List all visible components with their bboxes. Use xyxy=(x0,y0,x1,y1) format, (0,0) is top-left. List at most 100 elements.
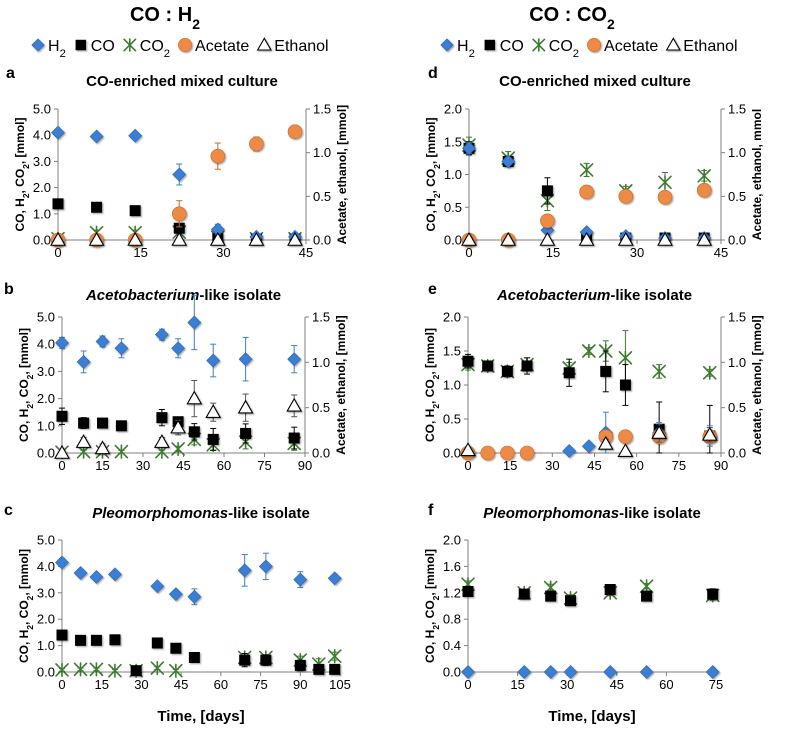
series-Ethanol xyxy=(54,379,303,459)
column-title-subscript: 2 xyxy=(607,16,615,32)
data-point-CO2 xyxy=(697,168,712,183)
legend-marker-circle xyxy=(178,38,192,52)
column-title-co-co2: CO : CO2 xyxy=(529,4,615,32)
y-axis-label-subscript: 2 xyxy=(25,374,35,379)
y-tick-label: 1.5 xyxy=(444,134,462,149)
data-point-H2 xyxy=(95,334,110,349)
y-tick-label: 4.0 xyxy=(33,128,51,143)
y2-axis-label: Acetate, ethanol, [mmol] xyxy=(334,315,348,454)
data-point-H2 xyxy=(639,665,654,679)
data-point-H2 xyxy=(287,352,302,367)
data-point-Acetate xyxy=(287,124,303,140)
x-tick-label: 45 xyxy=(299,245,313,260)
legend-marker-diamond xyxy=(440,38,454,52)
data-point-Acetate xyxy=(519,445,535,461)
data-point-H2 xyxy=(705,665,720,679)
data-point-H2 xyxy=(327,571,342,586)
data-point-Acetate xyxy=(210,148,226,164)
data-point-CO xyxy=(156,412,168,424)
y-tick-label: 5.0 xyxy=(37,310,55,325)
panel-d: d CO-enriched mixed culture 0.0 0.5 1.0 1.5 2.… xyxy=(424,65,764,260)
panel-title: Pleomorphomonas-like isolate xyxy=(92,505,310,522)
y2-tick-label: 1.0 xyxy=(728,145,746,160)
y-tick-label: 1.5 xyxy=(443,344,461,359)
data-point-H2 xyxy=(187,589,202,604)
data-point-CO xyxy=(151,637,163,649)
x-tick-label: 60 xyxy=(629,458,643,473)
series-Ethanol xyxy=(50,231,303,246)
x-tick-label: 90 xyxy=(293,677,307,692)
y-tick-label: 2.0 xyxy=(443,310,461,325)
data-point-CO xyxy=(313,663,325,675)
x-tick-label: 105 xyxy=(329,677,351,692)
y-tick-label: 2.0 xyxy=(33,180,51,195)
legend-label-0: H2 xyxy=(457,38,475,60)
x-tick-label: 0 xyxy=(465,245,472,260)
x-tick-label: 60 xyxy=(214,677,228,692)
y-tick-label: 4.0 xyxy=(37,559,55,574)
x-tick-label: 15 xyxy=(95,458,109,473)
data-point-CO xyxy=(462,355,474,367)
data-point-H2 xyxy=(293,572,308,587)
data-point-H2 xyxy=(462,141,476,156)
column-title-co-h2: CO : H2 xyxy=(130,4,200,32)
y-axis-label: CO, H2, CO2, [mmol] xyxy=(17,328,35,442)
panel-f: f Pleomorphomonas-like isolate 0.0 0.4 0.8 1.… xyxy=(423,502,723,725)
panel-letter: a xyxy=(6,65,15,82)
data-point-CO2 xyxy=(327,649,342,664)
y-tick-label: 0.5 xyxy=(444,200,462,215)
legend-label-4: Ethanol xyxy=(683,38,737,55)
legend-label-2: CO2 xyxy=(140,38,170,60)
data-point-CO xyxy=(565,595,577,607)
panel-letter: f xyxy=(428,502,434,519)
y-axis-label-part: , CO xyxy=(17,600,31,625)
x-tick-label: 30 xyxy=(545,458,559,473)
y-axis-label-part: , [mmol] xyxy=(17,549,31,596)
legend-label-4: Ethanol xyxy=(274,38,328,55)
data-point-CO xyxy=(240,427,252,439)
y-axis-label: CO, H2, CO2, [mmol] xyxy=(424,117,442,231)
data-point-H2 xyxy=(501,154,516,169)
data-point-CO xyxy=(260,654,272,666)
legend-marker-square xyxy=(75,39,87,51)
panel-title: CO-enriched mixed culture xyxy=(499,73,691,90)
panel-title-organism: Pleomorphomonas xyxy=(483,505,619,522)
y2-tick-label: 0.0 xyxy=(312,446,330,461)
panel-b: b Acetobacterium-like isolate 0.0 1.0 2.0 3.0… xyxy=(4,281,348,473)
data-point-CO xyxy=(563,367,575,379)
panel-letter: b xyxy=(4,281,14,298)
y-axis-label-part: CO, H xyxy=(423,409,437,442)
data-point-CO xyxy=(239,654,251,666)
y2-tick-label: 0.5 xyxy=(313,189,331,204)
data-point-CO xyxy=(90,634,102,646)
data-point-Ethanol xyxy=(171,231,188,246)
legend-label-1: CO xyxy=(91,38,115,55)
y-tick-label: 2.0 xyxy=(37,391,55,406)
data-point-Ethanol xyxy=(701,426,718,441)
y-tick-label: 3.0 xyxy=(37,585,55,600)
y-tick-label: 0.0 xyxy=(443,665,461,680)
y-tick-label: 0.4 xyxy=(443,638,461,653)
y-tick-label: 0.0 xyxy=(443,446,461,461)
data-point-Ethanol xyxy=(696,231,713,246)
data-point-CO2 xyxy=(702,365,717,380)
panel-a: a CO-enriched mixed culture 0.0 1.0 2.0 3.0 4.… xyxy=(6,65,349,260)
y2-tick-label: 0.5 xyxy=(728,189,746,204)
y-tick-label: 2.0 xyxy=(443,533,461,548)
x-tick-label: 75 xyxy=(253,677,267,692)
x-tick-label: 75 xyxy=(672,458,686,473)
data-point-CO xyxy=(518,588,530,600)
data-point-CO2 xyxy=(114,444,129,459)
data-point-CO xyxy=(115,420,127,432)
y-tick-label: 0.0 xyxy=(33,233,51,248)
y-tick-label: 0.0 xyxy=(37,665,55,680)
panel-letter: c xyxy=(4,502,13,519)
series-Ethanol xyxy=(461,231,713,246)
panel-title: Acetobacterium-like isolate xyxy=(85,287,281,304)
data-point-Acetate xyxy=(249,136,264,152)
x-tick-label: 15 xyxy=(546,245,560,260)
y-axis-label-part: CO, H xyxy=(423,630,437,663)
data-point-H2 xyxy=(543,665,558,679)
x-tick-label: 75 xyxy=(257,458,271,473)
